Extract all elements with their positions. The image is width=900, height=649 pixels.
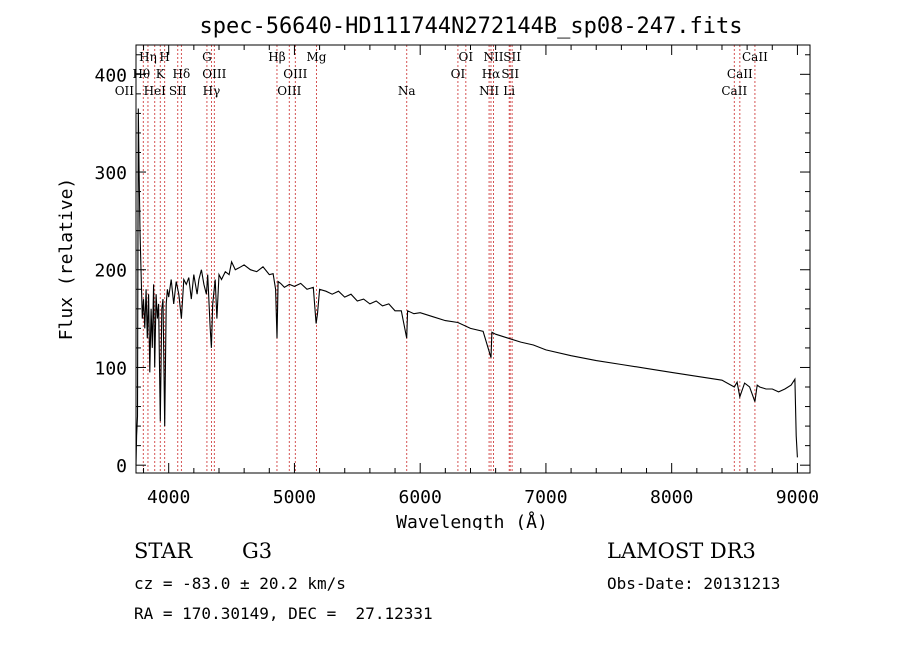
object-class: STAR [134,539,193,563]
x-tick-label-6000: 6000 [399,487,442,508]
chart-title: spec-56640-HD111744N272144B_sp08-247.fit… [199,14,742,39]
line-label-3: HeI [144,84,167,98]
line-label-16: OI [451,67,466,81]
line-label-19: Hα [482,67,501,81]
object-subclass: G3 [242,539,273,563]
line-label-22: SII [501,67,519,81]
line-label-17: OI [459,50,474,64]
x-tick-label-4000: 4000 [147,487,190,508]
line-label-8: G [202,50,212,64]
y-axis-label: Flux (relative) [56,178,77,341]
axis-tick-labels: 4000 5000 6000 7000 8000 9000 0 100 200 300 400 [94,65,819,508]
x-tick-label-5000: 5000 [273,487,316,508]
y-tick-label-300: 300 [94,163,127,184]
axis-ticks [136,45,810,473]
redshift-cz: cz = -83.0 ± 20.2 km/s [134,574,346,593]
x-tick-label-7000: 7000 [524,487,567,508]
line-label-6: SII [169,84,187,98]
x-tick-label-9000: 9000 [776,487,819,508]
line-label-0: OII [115,84,135,98]
line-label-9: Hγ [203,84,221,98]
line-label-5: H [159,50,169,64]
line-label-13: OIII [283,67,307,81]
line-label-18: NII [479,84,499,98]
x-tick-label-8000: 8000 [650,487,693,508]
line-label-14: Mg [306,50,326,64]
x-axis-label: Wavelength (Å) [396,511,548,530]
line-label-15: Na [398,84,416,98]
spectrum-chart: spec-56640-HD111744N272144B_sp08-247.fit… [56,14,819,530]
emission-line-markers [142,45,756,473]
line-label-25: CaII [727,67,753,81]
line-label-21: Li [503,84,515,98]
line-label-11: Hβ [268,50,285,64]
line-label-26: CaII [742,50,768,64]
y-tick-label-400: 400 [94,65,127,86]
line-label-7: Hδ [173,67,191,81]
emission-line-labels: OIIHθHηHeIKHSIIHδGHγOIIIHβOIIIOIIIMgNaOI… [115,50,768,98]
line-label-12: OIII [277,84,301,98]
spectrum-line [135,108,798,466]
line-label-24: CaII [721,84,747,98]
line-label-4: K [156,67,166,81]
line-label-2: Hη [139,50,157,64]
line-label-23: SII [503,50,521,64]
coordinates: RA = 170.30149, DEC = 27.12331 [134,604,433,623]
line-label-10: OIII [202,67,226,81]
y-tick-label-100: 100 [94,358,127,379]
y-tick-label-200: 200 [94,261,127,282]
y-tick-label-0: 0 [116,456,127,477]
obs-date: Obs-Date: 20131213 [607,574,781,593]
plot-frame [135,44,811,474]
survey-name: LAMOST DR3 [607,539,756,563]
line-label-20: NII [484,50,504,64]
